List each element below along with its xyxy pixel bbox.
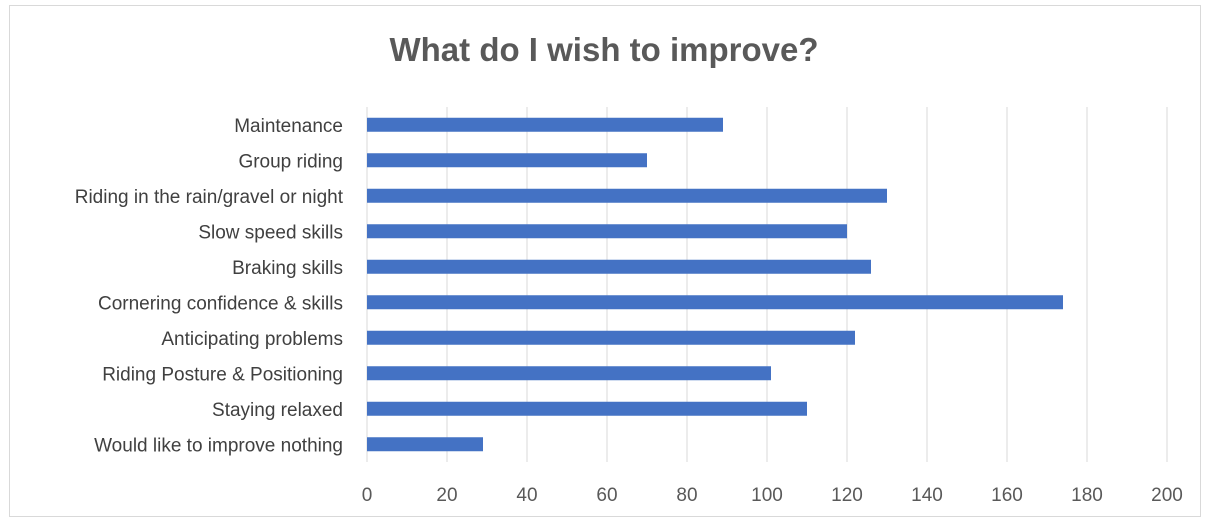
category-label: Riding in the rain/gravel or night	[75, 187, 344, 208]
bar	[367, 188, 887, 203]
bar	[367, 117, 723, 132]
bar	[367, 437, 483, 452]
x-tick-label: 60	[596, 485, 617, 506]
x-tick-label: 200	[1151, 485, 1183, 506]
x-tick-label: 160	[991, 485, 1023, 506]
category-label: Would like to improve nothing	[94, 435, 343, 456]
category-label: Braking skills	[232, 258, 343, 279]
bars	[367, 117, 1063, 452]
x-tick-label: 100	[751, 485, 783, 506]
category-label: Slow speed skills	[198, 222, 343, 243]
category-label: Maintenance	[234, 116, 343, 137]
category-label: Cornering confidence & skills	[98, 293, 343, 314]
x-tick-label: 80	[676, 485, 697, 506]
bar	[367, 366, 771, 381]
bar	[367, 401, 807, 416]
x-tick-label: 120	[831, 485, 863, 506]
bar	[367, 153, 647, 168]
x-tick-label: 140	[911, 485, 943, 506]
x-tick-label: 0	[362, 485, 373, 506]
bar	[367, 330, 855, 345]
category-label: Anticipating problems	[161, 329, 343, 350]
bar	[367, 224, 847, 239]
category-labels: Maintenance Group riding Riding in the rai…	[75, 116, 344, 457]
x-tick-labels: 0 20 40 60 80 100 120 140 160 180 200	[362, 485, 1183, 506]
x-tick-label: 20	[436, 485, 457, 506]
category-label: Group riding	[238, 151, 343, 172]
x-tick-label: 40	[516, 485, 537, 506]
x-tick-label: 180	[1071, 485, 1103, 506]
category-label: Riding Posture & Positioning	[102, 364, 343, 385]
category-label: Staying relaxed	[212, 400, 343, 421]
bar	[367, 295, 1063, 310]
chart-title: What do I wish to improve?	[389, 31, 819, 68]
bar	[367, 259, 871, 274]
